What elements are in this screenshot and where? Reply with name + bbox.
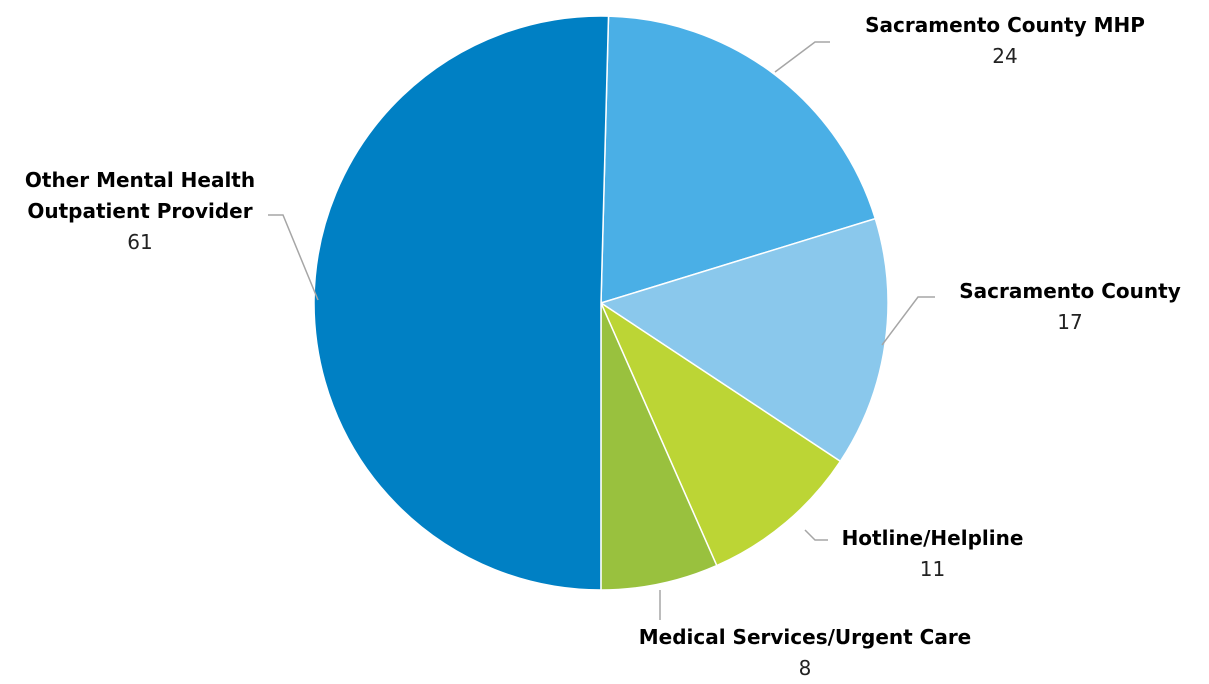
leader-line bbox=[774, 41, 830, 73]
pie-slice bbox=[599, 217, 889, 463]
category-label: Other Mental Health Outpatient Provider bbox=[24, 168, 256, 223]
pie-slice bbox=[600, 302, 718, 591]
value-label: 17 bbox=[1057, 310, 1083, 334]
slice-label: Sacramento County MHP 24 bbox=[855, 10, 1155, 72]
slice-label: Sacramento County 17 bbox=[935, 276, 1205, 338]
value-label: 24 bbox=[992, 44, 1018, 68]
pie-slice bbox=[600, 15, 877, 305]
pie-slice bbox=[599, 300, 842, 567]
value-label: 11 bbox=[919, 557, 946, 581]
category-label: Sacramento County bbox=[959, 279, 1181, 303]
category-label: Sacramento County MHP bbox=[865, 13, 1145, 37]
value-label: 8 bbox=[798, 656, 812, 680]
slice-label: Hotline/Helpline 11 bbox=[825, 523, 1040, 585]
slice-label: Other Mental Health Outpatient Provider 6… bbox=[0, 165, 280, 258]
leader-line bbox=[804, 529, 828, 541]
slice-label: Medical Services/Urgent Care 8 bbox=[600, 622, 1010, 684]
category-label: Medical Services/Urgent Care bbox=[638, 625, 972, 649]
value-label: 61 bbox=[127, 230, 153, 254]
category-label: Hotline/Helpline bbox=[841, 526, 1024, 550]
pie-slice bbox=[313, 15, 610, 591]
leader-line bbox=[268, 214, 319, 301]
leader-line bbox=[881, 296, 935, 346]
